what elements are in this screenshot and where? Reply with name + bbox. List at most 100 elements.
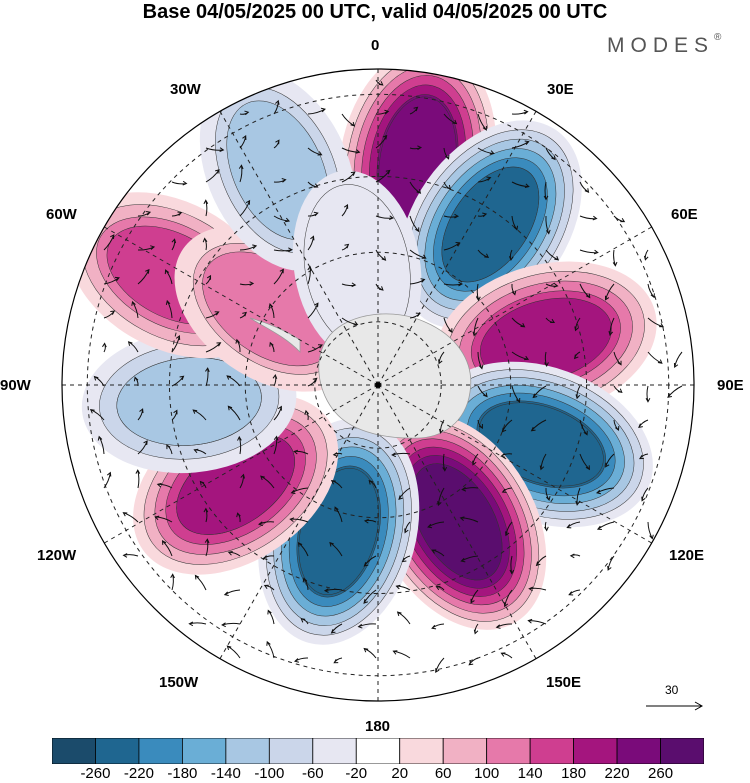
- wind-vector: [535, 555, 547, 567]
- wind-vector: [427, 521, 445, 529]
- wind-vector: [605, 283, 615, 301]
- wind-vector: [461, 486, 479, 492]
- wind-vector: [645, 385, 651, 403]
- wind-vector: [103, 234, 115, 251]
- wind-vector: [391, 452, 411, 458]
- wind-vector: [613, 215, 626, 223]
- wind-vector: [476, 283, 481, 302]
- wind-vector: [329, 541, 343, 557]
- wind-vector: [103, 276, 120, 285]
- wind-vector: [363, 555, 377, 567]
- wind-vector: [307, 235, 315, 251]
- wind-vector: [477, 212, 488, 218]
- wind-vector: [404, 521, 411, 534]
- wind-vector: [545, 487, 551, 502]
- wind-vector: [307, 211, 319, 217]
- lon-label-30e: 30E: [547, 81, 574, 98]
- wind-vector: [575, 385, 581, 400]
- wind-vector: [239, 311, 247, 319]
- wind-vector: [673, 351, 683, 368]
- anomaly-field: [68, 69, 657, 645]
- wind-vector: [192, 409, 207, 421]
- colorbar-tick-label: 60: [434, 765, 452, 782]
- lon-label-120e: 120E: [669, 547, 705, 564]
- wind-vector: [613, 419, 620, 431]
- wind-vector: [443, 113, 458, 125]
- colorbar-tick-label: 260: [648, 765, 674, 782]
- lon-label-0: 0: [371, 37, 380, 54]
- wind-vector: [307, 181, 319, 188]
- wind-vector: [375, 215, 394, 220]
- wind-vector: [341, 282, 357, 288]
- colorbar-swatch: [225, 738, 270, 764]
- wind-vector: [199, 480, 207, 489]
- colorbar-swatch: [181, 738, 227, 764]
- wind-vector: [205, 311, 220, 319]
- wind-vector: [647, 317, 664, 328]
- wind-vector: [227, 551, 241, 557]
- wind-vector: [203, 507, 209, 523]
- wind-vector: [97, 435, 105, 455]
- page-title: Base 04/05/2025 00 UTC, valid 04/05/2025…: [142, 1, 608, 23]
- wind-vector: [398, 487, 411, 500]
- wind-vector: [239, 244, 258, 251]
- colorbar-swatch: [268, 738, 314, 764]
- wind-vector: [135, 469, 141, 489]
- graticule: [62, 69, 694, 701]
- wind-vector: [579, 453, 590, 471]
- wind-vector: [566, 521, 581, 529]
- wind-vector: [438, 351, 445, 365]
- wind-vector: [473, 623, 479, 635]
- wind-vector: [395, 584, 411, 591]
- wind-vector: [102, 342, 107, 353]
- lon-label-30w: 30W: [170, 81, 201, 98]
- wind-vector: [131, 300, 139, 319]
- wind-vector: [500, 453, 513, 458]
- colorbar-swatch: [355, 738, 401, 764]
- colorbar-swatch: [52, 738, 96, 764]
- wind-vector: [122, 553, 139, 558]
- wind-vector: [532, 385, 547, 399]
- wind-vector: [273, 139, 280, 149]
- wind-vector: [332, 452, 343, 457]
- wind-vector: [568, 589, 581, 596]
- wind-vector: [273, 247, 293, 253]
- wind-vector: [302, 577, 309, 591]
- wind-vector: [647, 521, 654, 540]
- wind-vector: [293, 449, 309, 455]
- wind-vector: [154, 515, 173, 523]
- wind-vector: [443, 213, 460, 219]
- wind-vector: [667, 385, 683, 398]
- wind-vector: [166, 444, 173, 455]
- wind-vector: [443, 242, 461, 251]
- wind-vector: [165, 299, 173, 319]
- modes-logo: MODES®: [607, 32, 722, 58]
- wind-vector: [273, 405, 282, 421]
- wind-vector: [290, 487, 309, 495]
- brand-mark: ®: [714, 32, 722, 43]
- wind-vector: [396, 611, 411, 625]
- wind-vector: [647, 351, 663, 364]
- wind-vector: [638, 453, 649, 460]
- wind-vector: [267, 609, 275, 625]
- wind-vector: [375, 169, 391, 183]
- colorbar: [52, 738, 704, 764]
- wind-vector: [409, 181, 422, 194]
- wind-vector: [307, 107, 326, 115]
- latitude-circle: [86, 93, 670, 677]
- colorbar-swatch: [95, 738, 140, 764]
- wind-vector: [511, 385, 521, 403]
- wind-vector: [505, 521, 513, 537]
- wind-vector: [258, 521, 275, 527]
- wind-vector: [235, 338, 241, 353]
- wind-vector: [223, 589, 241, 596]
- wind-vector: [238, 164, 244, 183]
- wind-vector: [543, 181, 549, 201]
- wind-vector: [545, 147, 556, 161]
- wind-vector: [375, 283, 384, 291]
- wind-vector: [544, 521, 549, 532]
- wind-vector: [133, 376, 139, 387]
- wind-vector: [205, 367, 210, 387]
- wind-vector: [613, 385, 623, 394]
